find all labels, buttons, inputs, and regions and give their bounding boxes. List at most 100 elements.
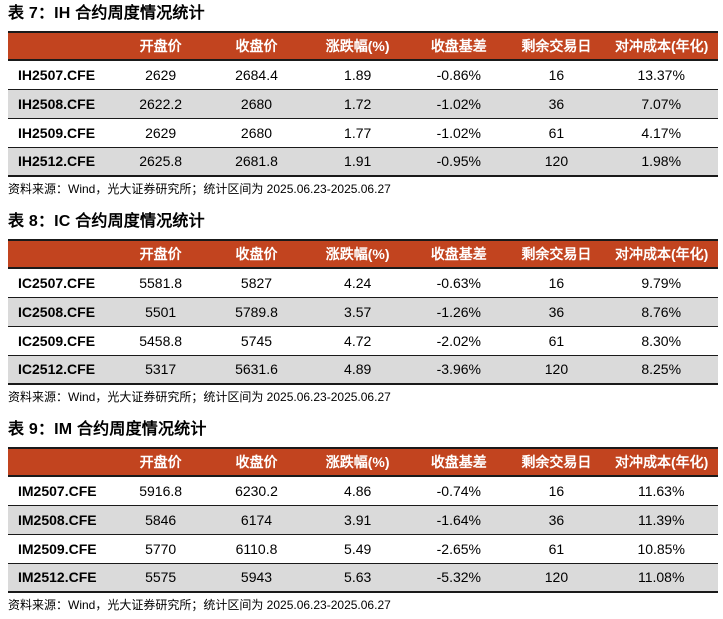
value-cell: 5.49 <box>344 540 372 557</box>
source-note: 资料来源：Wind，光大证券研究所；统计区间为 2025.06.23-2025.… <box>8 182 391 196</box>
value-cell: 4.24 <box>344 274 372 291</box>
value-cell: 2680 <box>240 95 273 112</box>
value-cell: 3.91 <box>344 511 372 528</box>
value-cell: 5631.6 <box>235 361 278 378</box>
header-row: 开盘价 收盘价 涨跌幅(%) 收盘基差 剩余交易日 对冲成本(年化) <box>8 32 718 60</box>
contract-cell: IH2507.CFE <box>18 66 96 83</box>
column-header: 开盘价 <box>139 246 182 262</box>
value-cell: 1.72 <box>344 95 372 112</box>
value-cell: -1.26% <box>436 303 481 320</box>
column-header: 对冲成本(年化) <box>615 454 709 470</box>
contract-cell: IH2509.CFE <box>18 124 96 141</box>
value-cell: 16 <box>548 482 565 499</box>
value-cell: 6230.2 <box>235 482 278 499</box>
value-cell: 6110.8 <box>235 540 278 557</box>
column-header: 收盘基差 <box>430 38 487 54</box>
table-row: IC2507.CFE 5581.8 5827 4.24 -0.63% 16 9.79% <box>8 268 718 297</box>
table-header: 开盘价 收盘价 涨跌幅(%) 收盘基差 剩余交易日 对冲成本(年化) <box>8 32 718 60</box>
table-section: 表 9：IM 合约周度情况统计 开盘价 收盘价 涨跌幅(%) 收盘基差 剩余交易日 对冲成… <box>8 420 718 613</box>
value-cell: -0.86% <box>436 66 481 83</box>
table-body: IC2507.CFE 5581.8 5827 4.24 -0.63% 16 9.79% IC2… <box>8 268 718 384</box>
contract-cell: IM2508.CFE <box>18 511 97 528</box>
value-cell: 1.77 <box>344 124 372 141</box>
value-cell: -3.96% <box>436 361 481 378</box>
table-row: IM2512.CFE 5575 5943 5.63 -5.32% 120 11.08% <box>8 563 718 592</box>
contract-cell: IH2512.CFE <box>18 153 96 170</box>
column-header: 开盘价 <box>139 454 182 470</box>
table-row: IM2508.CFE 5846 6174 3.91 -1.64% 36 11.39% <box>8 505 718 534</box>
value-cell: 36 <box>548 303 565 320</box>
value-cell: 5770 <box>145 540 177 557</box>
value-cell: 3.57 <box>344 303 372 320</box>
contract-cell: IC2512.CFE <box>18 361 96 378</box>
table-row: IM2509.CFE 5770 6110.8 5.49 -2.65% 61 10.85% <box>8 534 718 563</box>
table-row: IC2508.CFE 5501 5789.8 3.57 -1.26% 36 8.76% <box>8 297 718 326</box>
value-cell: -2.65% <box>436 540 481 557</box>
contract-cell: IM2507.CFE <box>18 482 97 499</box>
column-header: 涨跌幅(%) <box>325 454 390 470</box>
column-header: 开盘价 <box>139 38 182 54</box>
table-row: IH2508.CFE 2622.2 2680 1.72 -1.02% 36 7.07% <box>8 89 718 118</box>
column-header: 收盘基差 <box>430 454 487 470</box>
futures-stats-table: 开盘价 收盘价 涨跌幅(%) 收盘基差 剩余交易日 对冲成本(年化) IM2507.CFE… <box>8 447 718 593</box>
value-cell: 2680 <box>240 124 273 141</box>
table-body: IH2507.CFE 2629 2684.4 1.89 -0.86% 16 13.37% IH… <box>8 60 718 176</box>
value-cell: 16 <box>548 274 565 291</box>
value-cell: 9.79% <box>641 274 682 291</box>
contract-cell: IM2509.CFE <box>18 540 97 557</box>
column-header: 对冲成本(年化) <box>615 246 709 262</box>
contract-cell: IH2508.CFE <box>18 95 96 112</box>
value-cell: 7.07% <box>641 95 682 112</box>
header-row: 开盘价 收盘价 涨跌幅(%) 收盘基差 剩余交易日 对冲成本(年化) <box>8 240 718 268</box>
table-title: 表 7：IH 合约周度情况统计 <box>8 5 205 22</box>
value-cell: -0.95% <box>436 153 481 170</box>
value-cell: 16 <box>548 66 565 83</box>
source-note: 资料来源：Wind，光大证券研究所；统计区间为 2025.06.23-2025.… <box>8 390 391 404</box>
value-cell: 4.89 <box>344 361 372 378</box>
value-cell: 5827 <box>240 274 273 291</box>
value-cell: -1.64% <box>436 511 481 528</box>
table-row: IH2509.CFE 2629 2680 1.77 -1.02% 61 4.17% <box>8 118 718 147</box>
table-section: 表 8：IC 合约周度情况统计 开盘价 收盘价 涨跌幅(%) 收盘基差 剩余交易日 对冲成… <box>8 212 718 405</box>
value-cell: 8.30% <box>641 332 682 349</box>
column-header: 对冲成本(年化) <box>615 38 709 54</box>
value-cell: 61 <box>548 124 565 141</box>
value-cell: 2684.4 <box>235 66 278 83</box>
futures-stats-table: 开盘价 收盘价 涨跌幅(%) 收盘基差 剩余交易日 对冲成本(年化) IC2507.CFE… <box>8 239 718 385</box>
value-cell: 5943 <box>240 569 273 586</box>
table-header: 开盘价 收盘价 涨跌幅(%) 收盘基差 剩余交易日 对冲成本(年化) <box>8 240 718 268</box>
table-section: 表 7：IH 合约周度情况统计 开盘价 收盘价 涨跌幅(%) 收盘基差 剩余交易日 对冲成… <box>8 4 718 197</box>
value-cell: 5.63 <box>344 569 372 586</box>
value-cell: 6174 <box>240 511 273 528</box>
value-cell: 61 <box>548 332 565 349</box>
value-cell: -0.74% <box>436 482 481 499</box>
value-cell: 5789.8 <box>235 303 278 320</box>
value-cell: 4.72 <box>344 332 372 349</box>
table-title: 表 9：IM 合约周度情况统计 <box>8 421 207 438</box>
column-header: 剩余交易日 <box>521 246 592 262</box>
value-cell: 11.63% <box>637 482 685 499</box>
contract-column-header <box>8 32 115 60</box>
value-cell: 2629 <box>145 66 177 83</box>
value-cell: 120 <box>544 361 569 378</box>
contract-cell: IC2508.CFE <box>18 303 96 320</box>
table-row: IC2509.CFE 5458.8 5745 4.72 -2.02% 61 8.30% <box>8 326 718 355</box>
value-cell: 5501 <box>145 303 177 320</box>
value-cell: 36 <box>548 511 565 528</box>
value-cell: 13.37% <box>637 66 685 83</box>
value-cell: 2681.8 <box>235 153 278 170</box>
column-header: 收盘价 <box>235 246 278 262</box>
table-row: IC2512.CFE 5317 5631.6 4.89 -3.96% 120 8.25% <box>8 355 718 384</box>
value-cell: 120 <box>544 569 569 586</box>
value-cell: 5575 <box>145 569 177 586</box>
futures-stats-table: 开盘价 收盘价 涨跌幅(%) 收盘基差 剩余交易日 对冲成本(年化) IH2507.CFE… <box>8 31 718 177</box>
value-cell: 5317 <box>145 361 177 378</box>
value-cell: 8.25% <box>641 361 682 378</box>
table-row: IH2507.CFE 2629 2684.4 1.89 -0.86% 16 13.37% <box>8 60 718 89</box>
value-cell: 61 <box>548 540 565 557</box>
contract-column-header <box>8 448 115 476</box>
contract-cell: IC2507.CFE <box>18 274 96 291</box>
column-header: 涨跌幅(%) <box>325 246 390 262</box>
contract-cell: IM2512.CFE <box>18 569 97 586</box>
